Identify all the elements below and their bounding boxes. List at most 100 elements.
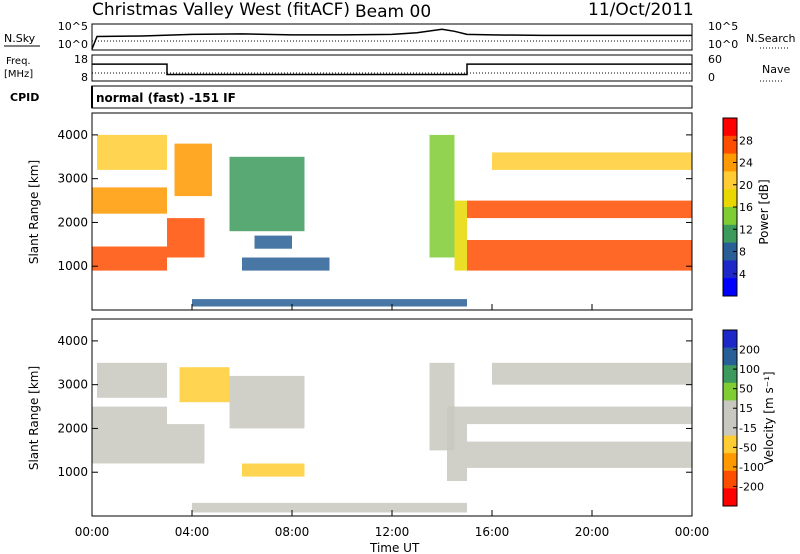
x-tick-label: 00:00 <box>675 525 710 539</box>
power-colorbar-swatch <box>723 260 737 279</box>
nsky-panel: N.Sky 10^5 10^0 10^5 10^0 N.Search <box>4 20 796 51</box>
nsky-right-tick-top: 10^5 <box>708 20 738 33</box>
power-region-11 <box>467 200 692 219</box>
x-tick-label: 00:00 <box>75 525 110 539</box>
velocity-colorbar-swatch <box>723 435 737 454</box>
velocity-colorbar-swatch <box>723 347 737 366</box>
power-colorbar-swatch <box>723 278 737 297</box>
velocity-colorbar-tick-label: 50 <box>739 383 753 396</box>
velocity-region-3 <box>179 367 230 403</box>
power-region-8 <box>429 134 455 258</box>
velocity-ytick-label: 3000 <box>57 378 88 392</box>
velocity-colorbar-tick-label: -50 <box>739 441 757 454</box>
velocity-colorbar-tick-label: 15 <box>739 402 753 415</box>
velocity-region-9 <box>467 406 692 425</box>
x-axis-label: Time UT <box>369 541 420 554</box>
freq-label-line1: Freq. <box>6 56 31 67</box>
nsky-label: N.Sky <box>4 32 36 45</box>
x-tick-label: 12:00 <box>375 525 410 539</box>
power-ytick-label: 4000 <box>57 128 88 142</box>
velocity-ytick-label: 4000 <box>57 334 88 348</box>
velocity-region-4 <box>229 375 305 429</box>
nsky-left-tick-bottom: 10^0 <box>58 38 88 51</box>
nsearch-label: N.Search <box>746 32 796 45</box>
velocity-region-10 <box>492 362 692 385</box>
velocity-ytick-label: 2000 <box>57 421 88 435</box>
freq-panel: Freq. [MHz] 18 8 60 0 Nave <box>4 53 790 84</box>
velocity-colorbar-swatch <box>723 418 737 437</box>
velocity-colorbar-swatch <box>723 365 737 384</box>
velocity-region-8 <box>467 441 692 468</box>
freq-right-tick-top: 60 <box>708 53 722 66</box>
power-region-2 <box>97 134 167 170</box>
cpid-label: CPID <box>10 91 39 104</box>
beam-label: Beam 00 <box>355 2 431 22</box>
power-colorbar-label: Power [dB] <box>757 179 771 244</box>
power-region-1 <box>92 187 167 214</box>
power-colorbar-swatch <box>723 242 737 261</box>
power-ytick-label: 1000 <box>57 259 88 273</box>
power-colorbar-tick-label: 12 <box>739 223 753 236</box>
velocity-region-11 <box>192 502 467 513</box>
power-region-7 <box>254 235 292 249</box>
power-region-0 <box>92 246 167 271</box>
power-colorbar-swatch <box>723 171 737 190</box>
cpid-panel: CPID normal (fast) -151 IF <box>10 85 693 109</box>
velocity-region-2 <box>167 424 205 464</box>
velocity-region-0 <box>92 406 167 464</box>
velocity-colorbar-frame <box>722 329 738 507</box>
velocity-colorbar-swatch <box>723 382 737 401</box>
freq-left-tick-top: 18 <box>74 53 88 66</box>
velocity-colorbar-tick-label: -100 <box>739 461 764 474</box>
x-tick-label: 08:00 <box>275 525 310 539</box>
velocity-colorbar-tick-label: -15 <box>739 422 757 435</box>
power-colorbar-swatch <box>723 224 737 244</box>
power-region-13 <box>192 299 467 307</box>
freq-label-line2: [MHz] <box>4 69 33 80</box>
x-axis: 00:00 04:00 08:00 12:00 16:00 20:00 00:00 <box>75 304 710 539</box>
velocity-colorbar-label: Velocity [m s⁻¹] <box>762 371 776 464</box>
velocity-colorbar-tick-label: -200 <box>739 480 764 493</box>
power-colorbar-tick-label: 8 <box>739 246 746 259</box>
velocity-region-7 <box>447 406 467 481</box>
power-region-3 <box>167 218 205 258</box>
velocity-colorbar-swatch <box>723 400 737 419</box>
x-tick-label: 16:00 <box>475 525 510 539</box>
nsky-left-tick-top: 10^5 <box>58 20 88 33</box>
freq-left-tick-bottom: 8 <box>81 71 88 84</box>
velocity-ylabel: Slant Range [km] <box>27 366 41 470</box>
power-panel: Slant Range [km] 4000 3000 2000 1000 28 24 20… <box>27 112 771 311</box>
power-heatmap <box>92 134 692 307</box>
freq-frame <box>91 54 693 82</box>
power-y-ticks: 4000 3000 2000 1000 <box>57 128 692 273</box>
nsky-right-tick-bottom: 10^0 <box>708 38 738 51</box>
velocity-colorbar-swatch <box>723 488 737 507</box>
nsky-line <box>91 28 692 50</box>
power-colorbar-swatch <box>723 118 737 137</box>
nsky-frame <box>91 23 693 51</box>
velocity-heatmap <box>92 362 692 513</box>
power-colorbar-swatch <box>723 207 737 226</box>
velocity-ytick-label: 1000 <box>57 465 88 479</box>
power-colorbar-tick-label: 28 <box>739 134 753 147</box>
date-label: 11/Oct/2011 <box>588 0 694 20</box>
power-region-5 <box>229 156 305 232</box>
power-ylabel: Slant Range [km] <box>27 160 41 264</box>
x-tick-label: 04:00 <box>175 525 210 539</box>
velocity-colorbar-tick-label: 100 <box>739 363 760 376</box>
velocity-panel: Slant Range [km] 4000 3000 2000 1000 200 100… <box>27 318 776 517</box>
power-region-9 <box>454 200 467 271</box>
power-colorbar-tick-label: 4 <box>739 268 746 281</box>
power-colorbar-swatch <box>723 189 737 208</box>
velocity-colorbar-swatch <box>723 470 737 489</box>
freq-right-tick-bottom: 0 <box>708 71 715 84</box>
power-ytick-label: 2000 <box>57 215 88 229</box>
power-ytick-label: 3000 <box>57 172 88 186</box>
power-colorbar: 28 24 20 16 12 8 4 <box>722 117 753 297</box>
power-region-4 <box>174 143 212 197</box>
nave-label: Nave <box>762 63 790 76</box>
power-colorbar-swatch <box>723 153 737 172</box>
power-colorbar-tick-label: 24 <box>739 157 753 170</box>
velocity-colorbar-tick-label: 200 <box>739 344 760 357</box>
